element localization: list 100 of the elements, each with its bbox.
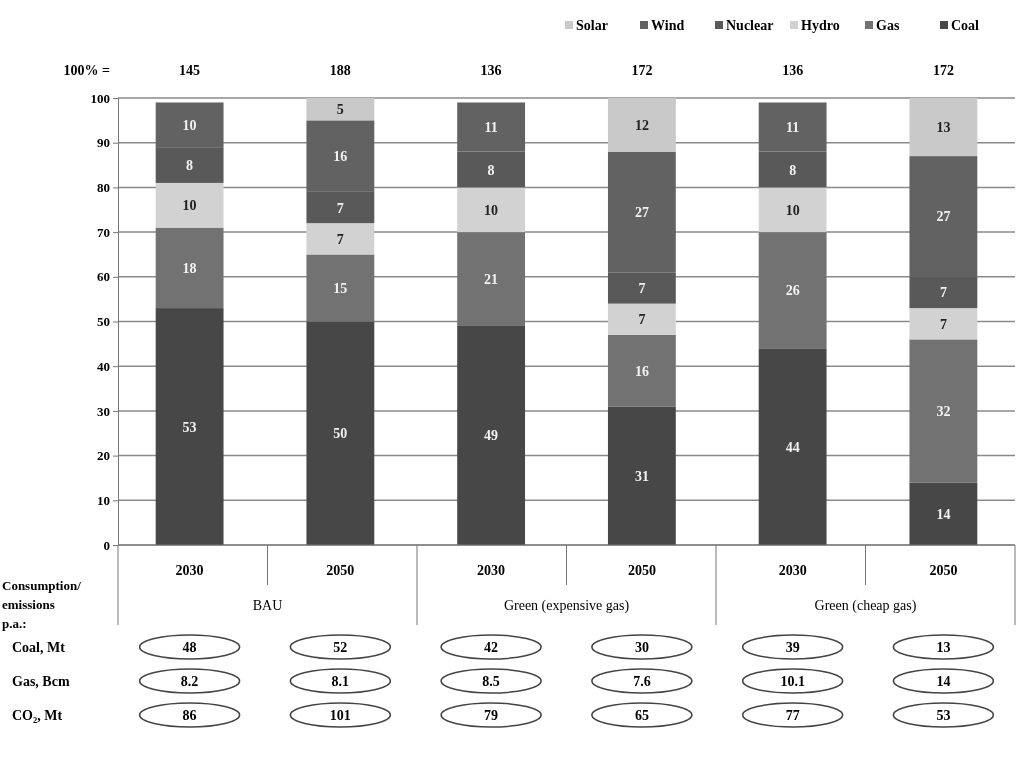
data-label: 7 — [336, 200, 344, 216]
text: 8.1 — [331, 674, 350, 689]
data-label: 10 — [182, 198, 197, 214]
x-tick-label: 2050 — [326, 562, 355, 578]
legend-label: Coal — [951, 18, 980, 33]
text: Gas, Bcm — [12, 674, 70, 689]
data-label: 44 — [785, 439, 800, 455]
data-label: 7 — [939, 285, 947, 301]
data-label: 18 — [182, 260, 197, 276]
text: 100% = — [63, 63, 111, 78]
data-label: 16 — [634, 363, 649, 379]
bar — [758, 187, 827, 233]
bar — [909, 339, 978, 483]
data-label: 5 — [336, 102, 344, 118]
data-label: 10 — [785, 202, 800, 218]
data-label: 7 — [638, 312, 646, 328]
y-tick-label: 100 — [90, 90, 110, 106]
bar — [155, 182, 224, 228]
bar — [909, 98, 978, 157]
x-tick-label: 2030 — [477, 562, 506, 578]
bar — [607, 334, 676, 407]
bar — [758, 348, 827, 545]
text: 53 — [936, 708, 951, 723]
bar — [306, 321, 375, 545]
y-tick-label: 20 — [97, 448, 110, 464]
text: BAU — [252, 598, 283, 613]
bar — [306, 254, 375, 322]
bar — [457, 232, 526, 326]
bar — [909, 482, 978, 545]
data-label: 31 — [634, 468, 649, 484]
legend-label: Gas — [876, 18, 900, 33]
legend-label: Hydro — [801, 18, 840, 33]
data-label: 27 — [634, 204, 649, 220]
legend-label: Wind — [651, 18, 685, 33]
data-label: 15 — [333, 280, 348, 296]
data-label: 11 — [786, 120, 800, 136]
data-label: 14 — [936, 506, 951, 522]
text: 39 — [785, 640, 800, 655]
text: 172 — [932, 63, 954, 78]
text: 188 — [329, 63, 351, 78]
legend-label: Solar — [576, 18, 608, 33]
text: 13 — [936, 640, 951, 655]
text: 77 — [785, 708, 800, 723]
text: 86 — [182, 708, 197, 723]
text: Green (expensive gas) — [503, 598, 630, 614]
data-label: 10 — [484, 202, 499, 218]
x-tick-label: 2030 — [175, 562, 204, 578]
y-tick-label: 80 — [97, 180, 110, 196]
text: 145 — [179, 63, 201, 78]
text: 14 — [936, 674, 951, 689]
data-label: 49 — [484, 428, 499, 444]
data-label: 7 — [939, 316, 947, 332]
data-label: 12 — [634, 117, 649, 133]
bar — [306, 223, 375, 255]
text: 136 — [480, 63, 502, 78]
text: 10.1 — [780, 674, 805, 689]
bar — [607, 303, 676, 335]
data-label: 21 — [484, 272, 499, 288]
legend-label: Nuclear — [726, 18, 774, 33]
text: 52 — [333, 640, 348, 655]
y-tick-label: 70 — [97, 224, 110, 240]
data-label: 27 — [936, 209, 951, 225]
y-tick-label: 50 — [97, 314, 110, 330]
data-label: 7 — [336, 231, 344, 247]
data-label: 26 — [785, 283, 800, 299]
text: Green (cheap gas) — [814, 598, 917, 614]
data-label: 53 — [182, 419, 197, 435]
bar — [457, 325, 526, 545]
y-tick-label: 30 — [97, 403, 110, 419]
data-label: 50 — [333, 426, 348, 442]
text: Consumption/ emissions p.a.: — [2, 578, 82, 631]
data-label: 16 — [333, 149, 348, 165]
y-tick-label: 10 — [97, 492, 110, 508]
x-tick-label: 2030 — [778, 562, 807, 578]
x-tick-label: 2050 — [627, 562, 656, 578]
text: 172 — [631, 63, 653, 78]
text: 42 — [484, 640, 499, 655]
text: 30 — [634, 640, 649, 655]
bar — [155, 227, 224, 309]
y-tick-label: 0 — [103, 537, 110, 553]
bar — [607, 406, 676, 545]
bar — [457, 187, 526, 233]
bar — [155, 308, 224, 545]
bar — [607, 98, 676, 152]
data-label: 8 — [186, 158, 194, 174]
text: CO₂, Mt — [12, 708, 63, 723]
text: 8.2 — [180, 674, 199, 689]
bar — [306, 98, 375, 121]
data-label: 8 — [789, 162, 797, 178]
text: 65 — [634, 708, 649, 723]
bar — [758, 232, 827, 349]
y-tick-label: 60 — [97, 269, 110, 285]
data-label: 11 — [484, 120, 498, 136]
text: 7.6 — [633, 674, 651, 689]
data-label: 32 — [936, 403, 951, 419]
text: 101 — [329, 708, 351, 723]
bar — [909, 308, 978, 340]
y-tick-label: 40 — [97, 358, 110, 374]
data-label: 8 — [487, 162, 495, 178]
text: 79 — [484, 708, 499, 723]
